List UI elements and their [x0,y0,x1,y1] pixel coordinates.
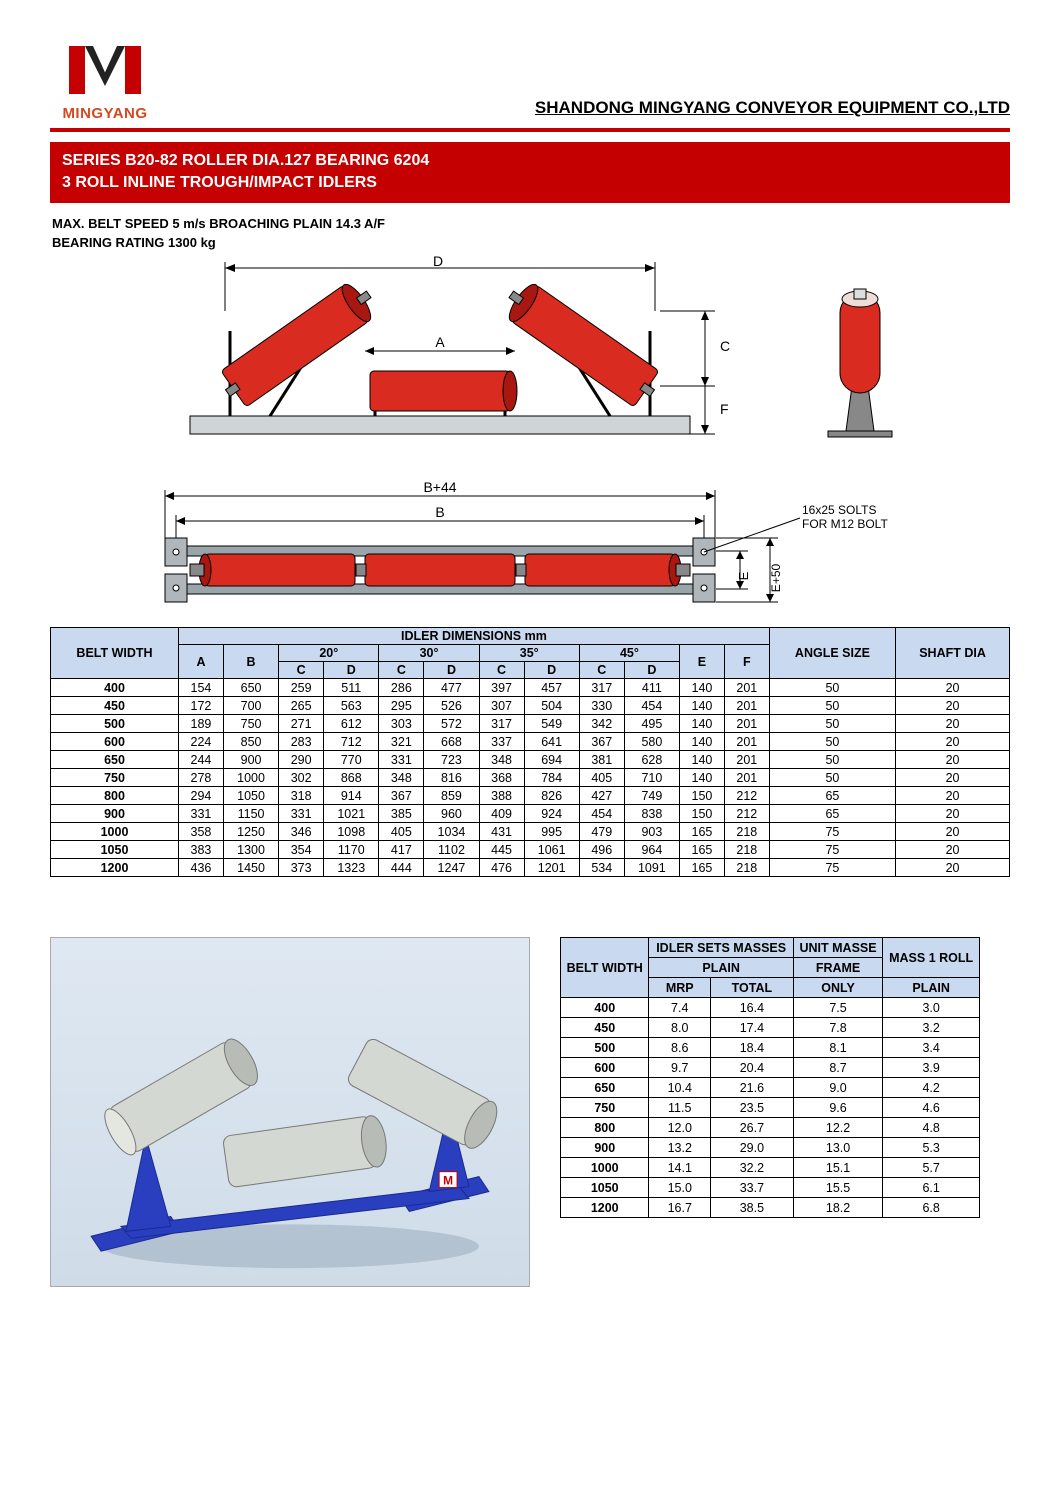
mth-mass1: MASS 1 ROLL [883,938,980,978]
table-row: 80012.026.712.24.8 [561,1118,980,1138]
table-row: 120016.738.518.26.8 [561,1198,980,1218]
lower-section: M BELT WIDTH IDLER SETS MASSES UNIT MASS… [50,937,1010,1287]
diagram-label-slot-2: FOR M12 BOLT [802,517,888,531]
title-line-1: SERIES B20-82 ROLLER DIA.127 BEARING 620… [62,150,998,172]
table-row: 100014.132.215.15.7 [561,1158,980,1178]
page-header: MINGYANG SHANDONG MINGYANG CONVEYOR EQUI… [50,40,1010,122]
table-row: 8002941050318914367859388826427749150212… [51,787,1010,805]
diagram-label-D: D [433,256,443,269]
header-divider [50,128,1010,132]
th-angle-30: 30° [379,645,479,662]
th-A: A [179,645,224,679]
mth-frame: FRAME [793,958,882,978]
th-35D: D [524,662,579,679]
table-row: 4001546502595112864773974573174111402015… [51,679,1010,697]
table-row: 4007.416.47.53.0 [561,998,980,1018]
th-20C: C [279,662,324,679]
th-45D: D [624,662,679,679]
render-svg: M [51,938,529,1286]
table-row: 6002248502837123216683376413675801402015… [51,733,1010,751]
th-30D: D [424,662,479,679]
table-row: 1000358125034610984051034431995479903165… [51,823,1010,841]
table-row: 75011.523.59.64.6 [561,1098,980,1118]
th-angle-35: 35° [479,645,579,662]
mth-plain2: PLAIN [883,978,980,998]
diagram-label-A: A [435,334,445,350]
title-bar: SERIES B20-82 ROLLER DIA.127 BEARING 620… [50,142,1010,203]
th-F: F [724,645,769,679]
idler-dimensions-table: BELT WIDTH IDLER DIMENSIONS mm ANGLE SIZ… [50,627,1010,877]
mth-unit: UNIT MASSE [793,938,882,958]
table-row: 105015.033.715.56.1 [561,1178,980,1198]
th-angle-45: 45° [579,645,679,662]
svg-text:M: M [443,1174,453,1188]
mth-plain: PLAIN [649,958,793,978]
th-belt-width: BELT WIDTH [51,628,179,679]
diagram-label-slot-1: 16x25 SOLTS [802,503,876,517]
diagram-label-B44: B+44 [423,479,456,495]
spec-line-2: BEARING RATING 1300 kg [52,234,1008,253]
idler-diagram-svg: D A C F [50,256,1010,616]
th-dim-main: IDLER DIMENSIONS mm [179,628,770,645]
company-name: SHANDONG MINGYANG CONVEYOR EQUIPMENT CO.… [535,98,1010,122]
product-render: M [50,937,530,1287]
mth-only: ONLY [793,978,882,998]
diagram-label-C: C [720,338,730,354]
spec-line-1: MAX. BELT SPEED 5 m/s BROACHING PLAIN 14… [52,215,1008,234]
mingyang-logo-icon [65,40,145,100]
table-row: 7502781000302868348816368784405710140201… [51,769,1010,787]
logo-text: MINGYANG [50,105,160,122]
diagram-label-E50: E+50 [769,564,783,593]
table-row: 6009.720.48.73.9 [561,1058,980,1078]
spec-lines: MAX. BELT SPEED 5 m/s BROACHING PLAIN 14… [52,215,1008,253]
mth-mrp: MRP [649,978,711,998]
th-35C: C [479,662,524,679]
technical-diagram: D A C F [50,256,1010,619]
th-E: E [680,645,725,679]
title-line-2: 3 ROLL INLINE TROUGH/IMPACT IDLERS [62,172,998,194]
diagram-label-B: B [435,504,444,520]
table-row: 4508.017.47.83.2 [561,1018,980,1038]
mth-total: TOTAL [710,978,793,998]
th-angle-size: ANGLE SIZE [769,628,895,679]
table-row: 90013.229.013.05.3 [561,1138,980,1158]
mass-table: BELT WIDTH IDLER SETS MASSES UNIT MASSE … [560,937,980,1218]
table-row: 5001897502716123035723175493424951402015… [51,715,1010,733]
table-row: 6502449002907703317233486943816281402015… [51,751,1010,769]
mth-sets: IDLER SETS MASSES [649,938,793,958]
logo-block: MINGYANG [50,40,160,122]
mth-belt: BELT WIDTH [561,938,649,998]
table-row: 1050383130035411704171102445106149696416… [51,841,1010,859]
th-45C: C [579,662,624,679]
table-row: 9003311150331102138596040992445483815021… [51,805,1010,823]
th-30C: C [379,662,424,679]
table-row: 65010.421.69.04.2 [561,1078,980,1098]
table-row: 1200436145037313234441247476120153410911… [51,859,1010,877]
table-row: 4501727002655632955263075043304541402015… [51,697,1010,715]
diagram-label-F: F [720,401,729,417]
diagram-label-E: E [736,572,751,581]
th-shaft-dia: SHAFT DIA [896,628,1010,679]
th-20D: D [324,662,379,679]
th-angle-20: 20° [279,645,379,662]
table-row: 5008.618.48.13.4 [561,1038,980,1058]
th-B: B [223,645,278,679]
